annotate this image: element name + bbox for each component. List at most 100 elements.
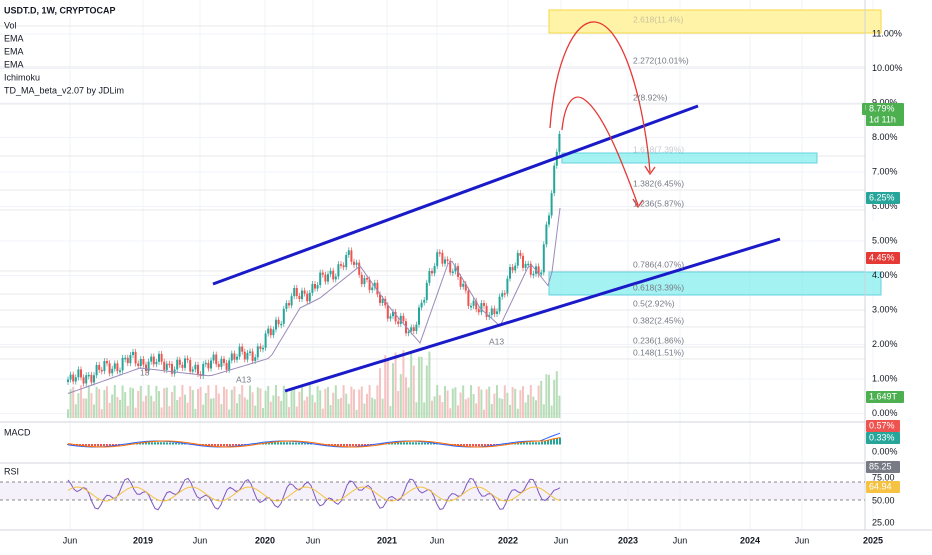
price-badge — [866, 221, 900, 233]
macd-histogram — [235, 444, 237, 446]
fib-label: 0.786(4.07%) — [633, 259, 684, 269]
macd-histogram — [415, 442, 417, 445]
candle — [420, 302, 423, 308]
volume-bar — [134, 407, 137, 418]
macd-histogram — [391, 442, 393, 445]
candle — [202, 363, 205, 377]
candle — [415, 324, 418, 331]
macd-histogram — [268, 442, 270, 445]
macd-histogram — [397, 442, 399, 445]
volume-bar — [355, 409, 358, 418]
candle — [407, 331, 410, 334]
macd-histogram — [181, 443, 183, 445]
candle — [95, 364, 98, 376]
time-label: Jun — [306, 535, 321, 545]
labels: USDT.D, 1W, CRYPTOCAP Vol EMA EMA EMA Ichimok… — [4, 5, 904, 545]
macd-histogram — [346, 444, 348, 447]
candle — [189, 360, 192, 372]
macd-histogram — [517, 442, 519, 445]
volume-bar — [347, 403, 350, 418]
volume-bar — [272, 395, 275, 418]
price-badge — [866, 252, 900, 264]
macd-histogram — [457, 444, 459, 446]
volume-bar — [399, 374, 402, 418]
time-label: Jun — [63, 535, 78, 545]
rsi-line — [67, 477, 561, 511]
volume-bar — [85, 398, 88, 418]
volume-bar — [217, 393, 220, 418]
volume-bar — [173, 385, 176, 418]
volume-bar — [457, 405, 459, 418]
volume-bar — [558, 395, 561, 418]
candle — [230, 353, 233, 361]
candle — [340, 264, 342, 266]
volume-bar — [503, 385, 506, 418]
volume-bar — [215, 385, 218, 418]
macd-histogram — [265, 442, 267, 445]
volume-bar — [529, 385, 532, 418]
candle — [314, 283, 316, 289]
indicator-label: EMA — [4, 33, 24, 43]
candle — [85, 375, 88, 384]
volume-bar — [256, 387, 259, 418]
candle — [256, 346, 259, 358]
macd-histogram — [295, 442, 297, 445]
volume-bar — [259, 388, 262, 418]
price-label: 10.00% — [872, 63, 903, 73]
annotation: 13 — [140, 367, 150, 377]
candle — [485, 305, 488, 318]
candle — [516, 252, 519, 266]
fib-label: 0.148(1.51%) — [633, 347, 684, 357]
volume-bar — [67, 409, 69, 418]
macd-histogram — [541, 441, 543, 445]
macd-histogram — [337, 444, 339, 447]
candle — [355, 262, 358, 265]
macd-histogram — [412, 442, 414, 445]
macd-histogram — [520, 442, 522, 445]
volume-bar — [472, 393, 475, 418]
candle — [454, 266, 457, 272]
macd-histogram — [343, 444, 345, 447]
volume-bar — [72, 386, 75, 418]
price-label: 11.00% — [872, 28, 902, 38]
volume-bar — [199, 386, 202, 418]
macd-histogram — [94, 444, 96, 447]
macd-histogram — [409, 442, 411, 445]
candle — [176, 359, 179, 370]
volume-bar — [249, 385, 251, 418]
candle — [548, 215, 550, 225]
candle — [470, 305, 472, 308]
volume-bar — [225, 389, 228, 418]
volume-bar — [236, 403, 238, 418]
resistance-zone — [561, 152, 818, 164]
volume-bar — [376, 385, 379, 418]
rsi-axis: 50.00 — [872, 495, 895, 505]
candle — [472, 300, 475, 306]
candle — [342, 265, 345, 268]
macd-histogram — [427, 442, 429, 445]
price-badge — [866, 420, 900, 432]
volume-bar — [537, 385, 540, 418]
price-badge — [866, 432, 900, 444]
price-badge — [866, 114, 904, 126]
candle — [108, 363, 111, 374]
volume-bar — [397, 391, 400, 418]
candle — [389, 316, 392, 319]
volume-bar — [80, 385, 82, 418]
macd-histogram — [424, 442, 426, 445]
volume-bar — [74, 404, 77, 418]
candle — [431, 271, 433, 274]
candle — [368, 279, 371, 291]
candle — [262, 347, 264, 350]
candle — [124, 357, 127, 360]
volume-bar — [95, 386, 98, 418]
volume-bar — [519, 390, 522, 418]
rsi-ma-line — [67, 486, 561, 502]
candle — [444, 259, 446, 264]
candle — [462, 283, 465, 287]
volume-bar — [329, 405, 332, 418]
volume-bar — [459, 392, 462, 418]
candle — [87, 374, 90, 377]
macd-histogram — [139, 442, 141, 445]
macd-histogram — [538, 442, 540, 445]
